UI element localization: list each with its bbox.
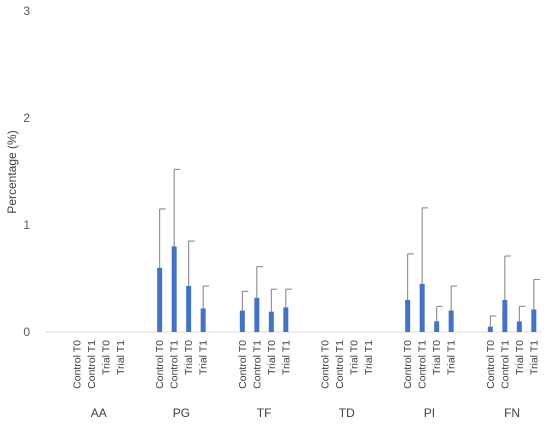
x-tick-label: Control T0: [237, 340, 249, 389]
x-tick-label: Trial T0: [101, 340, 113, 375]
bar-pg-trial-t1: [200, 308, 206, 332]
x-tick-label: Control T0: [72, 340, 84, 389]
x-tick-label: Control T1: [499, 340, 511, 389]
axes: 0 1 2 3: [23, 4, 542, 339]
bar-pi-trial-t0: [434, 321, 440, 332]
x-tick-label: Control T1: [169, 340, 181, 389]
x-tick-label: Control T0: [154, 340, 166, 389]
y-tick-label-3: 3: [23, 4, 30, 18]
bar-fn-control-t1: [502, 299, 508, 332]
group-label-fn: FN: [504, 406, 520, 420]
group-label-aa: AA: [91, 406, 107, 420]
bar-tf-control-t1: [254, 297, 260, 332]
group-label-pg: PG: [173, 406, 190, 420]
bar-fn-trial-t1: [531, 309, 537, 332]
bar-fn-trial-t0: [516, 321, 522, 332]
bar-tf-trial-t1: [283, 307, 289, 332]
error-bars: [159, 168, 540, 327]
bar-tf-control-t0: [239, 310, 245, 332]
x-tick-label: Trial T1: [115, 340, 127, 375]
x-tick-label: Control T0: [320, 340, 332, 389]
x-tick-label: Trial T0: [431, 340, 443, 375]
bars: [157, 246, 537, 332]
x-tick-label: Trial T1: [198, 340, 210, 375]
x-tick-label: Control T0: [485, 340, 497, 389]
x-tick-label: Trial T1: [446, 340, 458, 375]
x-tick-label: Control T1: [334, 340, 346, 389]
x-tick-label: Trial T1: [363, 340, 375, 375]
group-label-tf: TF: [257, 406, 272, 420]
group-label-td: TD: [339, 406, 355, 420]
bar-fn-control-t0: [487, 326, 493, 332]
y-tick-label-0: 0: [23, 325, 30, 339]
y-tick-label-1: 1: [23, 218, 30, 232]
bar-tf-trial-t0: [268, 311, 274, 332]
x-tick-label: Control T1: [86, 340, 98, 389]
bar-pi-control-t0: [405, 299, 411, 332]
x-tick-label: Control T0: [402, 340, 414, 389]
x-tick-label: Trial T1: [528, 340, 540, 375]
bar-pi-control-t1: [419, 283, 425, 332]
x-tick-label: Trial T0: [514, 340, 526, 375]
x-tick-label: Trial T0: [183, 340, 195, 375]
y-axis-label: Percentage (%): [5, 130, 19, 213]
x-tick-labels: Control T0 Control T1 Trial T0 Trial T1 Cont…: [72, 340, 541, 389]
bar-pi-trial-t1: [448, 310, 454, 332]
x-tick-label: Trial T0: [266, 340, 278, 375]
bar-pg-control-t1: [171, 246, 177, 332]
x-tick-label: Control T1: [251, 340, 263, 389]
bar-pg-control-t0: [157, 267, 163, 332]
group-labels: AA PG TF TD PI FN: [91, 406, 520, 420]
group-label-pi: PI: [424, 406, 435, 420]
x-tick-label: Control T1: [417, 340, 429, 389]
x-tick-label: Trial T0: [349, 340, 361, 375]
y-tick-label-2: 2: [23, 111, 30, 125]
x-tick-label: Trial T1: [280, 340, 292, 375]
bar-pg-trial-t0: [186, 285, 192, 332]
